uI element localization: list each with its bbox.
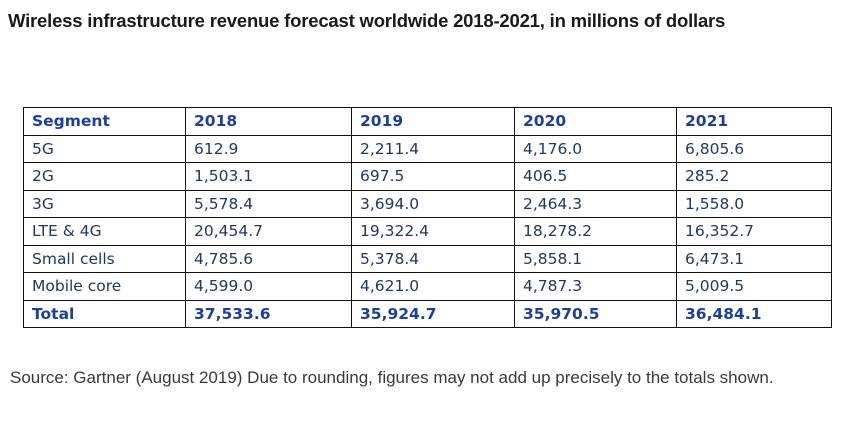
column-header-segment: Segment (23, 107, 186, 136)
segment-cell: LTE & 4G (23, 217, 186, 246)
table-total-row: Total 37,533.6 35,924.7 35,970.5 36,484.… (23, 299, 832, 328)
table-header-row: Segment 2018 2019 2020 2021 (23, 107, 832, 136)
forecast-table: Segment 2018 2019 2020 2021 5G 612.9 2,2… (23, 107, 832, 328)
value-cell: 5,858.1 (514, 244, 677, 273)
table-row: 5G 612.9 2,211.4 4,176.0 6,805.6 (23, 134, 832, 163)
value-cell: 285.2 (676, 162, 832, 191)
page-title: Wireless infrastructure revenue forecast… (8, 10, 726, 31)
source-note: Source: Gartner (August 2019) Due to rou… (10, 368, 774, 387)
value-cell: 2,464.3 (514, 189, 677, 218)
column-header-2019: 2019 (351, 107, 515, 136)
value-cell: 4,785.6 (185, 244, 352, 273)
table-row: 2G 1,503.1 697.5 406.5 285.2 (23, 162, 832, 191)
total-value-cell: 35,924.7 (351, 299, 515, 328)
table-row: LTE & 4G 20,454.7 19,322.4 18,278.2 16,3… (23, 217, 832, 246)
total-label-cell: Total (23, 299, 186, 328)
segment-cell: Mobile core (23, 272, 186, 301)
total-value-cell: 35,970.5 (514, 299, 677, 328)
total-value-cell: 36,484.1 (676, 299, 832, 328)
value-cell: 5,009.5 (676, 272, 832, 301)
table-row: 3G 5,578.4 3,694.0 2,464.3 1,558.0 (23, 189, 832, 218)
segment-cell: 2G (23, 162, 186, 191)
value-cell: 697.5 (351, 162, 515, 191)
value-cell: 1,503.1 (185, 162, 352, 191)
value-cell: 5,378.4 (351, 244, 515, 273)
value-cell: 406.5 (514, 162, 677, 191)
value-cell: 612.9 (185, 134, 352, 163)
value-cell: 1,558.0 (676, 189, 832, 218)
column-header-2021: 2021 (676, 107, 832, 136)
value-cell: 20,454.7 (185, 217, 352, 246)
value-cell: 19,322.4 (351, 217, 515, 246)
value-cell: 4,787.3 (514, 272, 677, 301)
value-cell: 3,694.0 (351, 189, 515, 218)
segment-cell: Small cells (23, 244, 186, 273)
value-cell: 6,805.6 (676, 134, 832, 163)
value-cell: 6,473.1 (676, 244, 832, 273)
value-cell: 16,352.7 (676, 217, 832, 246)
value-cell: 5,578.4 (185, 189, 352, 218)
value-cell: 4,599.0 (185, 272, 352, 301)
column-header-2018: 2018 (185, 107, 352, 136)
segment-cell: 3G (23, 189, 186, 218)
column-header-2020: 2020 (514, 107, 677, 136)
table-row: Mobile core 4,599.0 4,621.0 4,787.3 5,00… (23, 272, 832, 301)
value-cell: 4,621.0 (351, 272, 515, 301)
segment-cell: 5G (23, 134, 186, 163)
value-cell: 4,176.0 (514, 134, 677, 163)
value-cell: 18,278.2 (514, 217, 677, 246)
total-value-cell: 37,533.6 (185, 299, 352, 328)
table-row: Small cells 4,785.6 5,378.4 5,858.1 6,47… (23, 244, 832, 273)
value-cell: 2,211.4 (351, 134, 515, 163)
